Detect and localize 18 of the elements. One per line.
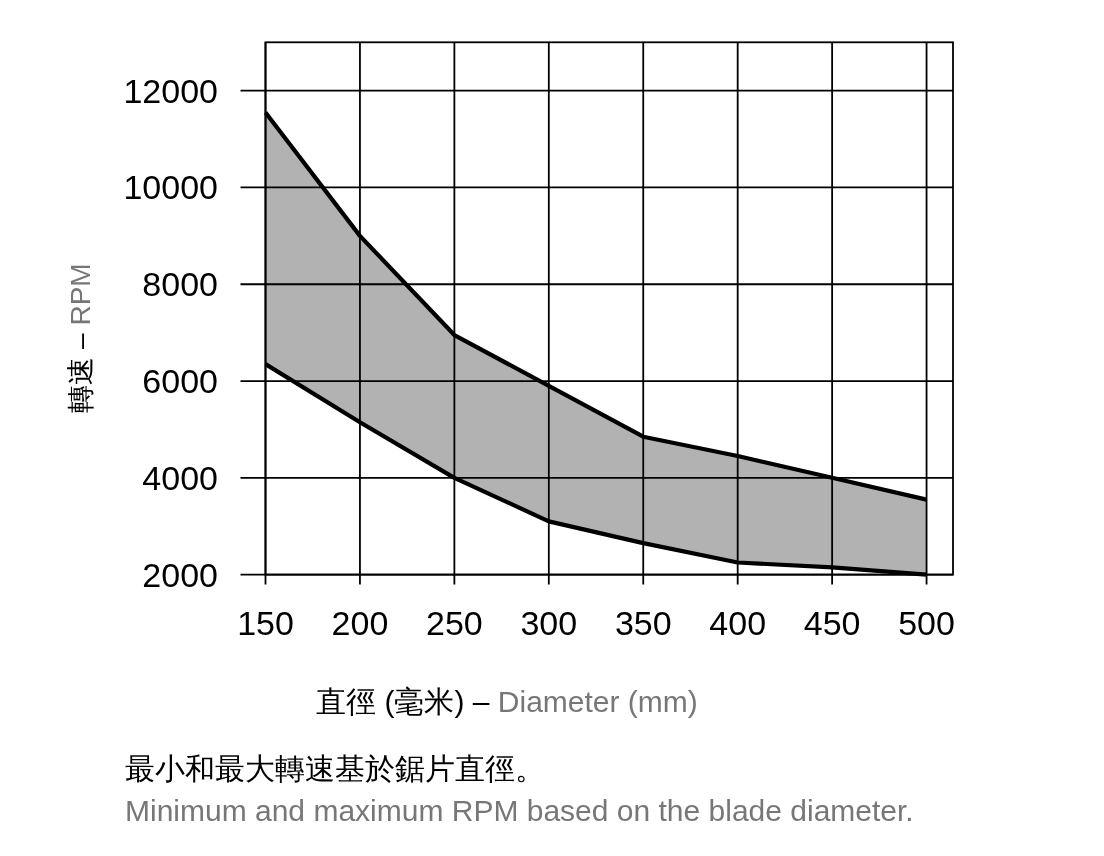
x-tick-label: 350 (614, 604, 672, 642)
text: 最小和最大轉速基於鋸片直徑。 (125, 752, 545, 785)
y-tick-label: 8000 (142, 265, 218, 304)
text: Minimum and maximum RPM based on the blade diameter. (125, 794, 914, 827)
y-tick-label: 12000 (123, 71, 218, 110)
x-tick-label: 500 (898, 604, 955, 642)
y-axis-title: 轉速 – RPM (65, 263, 96, 413)
x-tick-label: 200 (331, 604, 389, 642)
y-tick-label: 10000 (123, 168, 218, 207)
x-tick-label: 150 (237, 604, 294, 642)
x-tick-label: 250 (426, 604, 483, 642)
x-tick-label: 300 (520, 604, 578, 642)
y-tick-label: 2000 (142, 555, 218, 594)
x-tick-label: 450 (803, 604, 861, 642)
y-tick-label: 4000 (142, 458, 218, 497)
x-tick-label: 400 (709, 604, 767, 642)
y-tick-label: 6000 (142, 361, 218, 400)
x-axis-title: 直徑 (毫米) – Diameter (mm) (316, 685, 698, 718)
